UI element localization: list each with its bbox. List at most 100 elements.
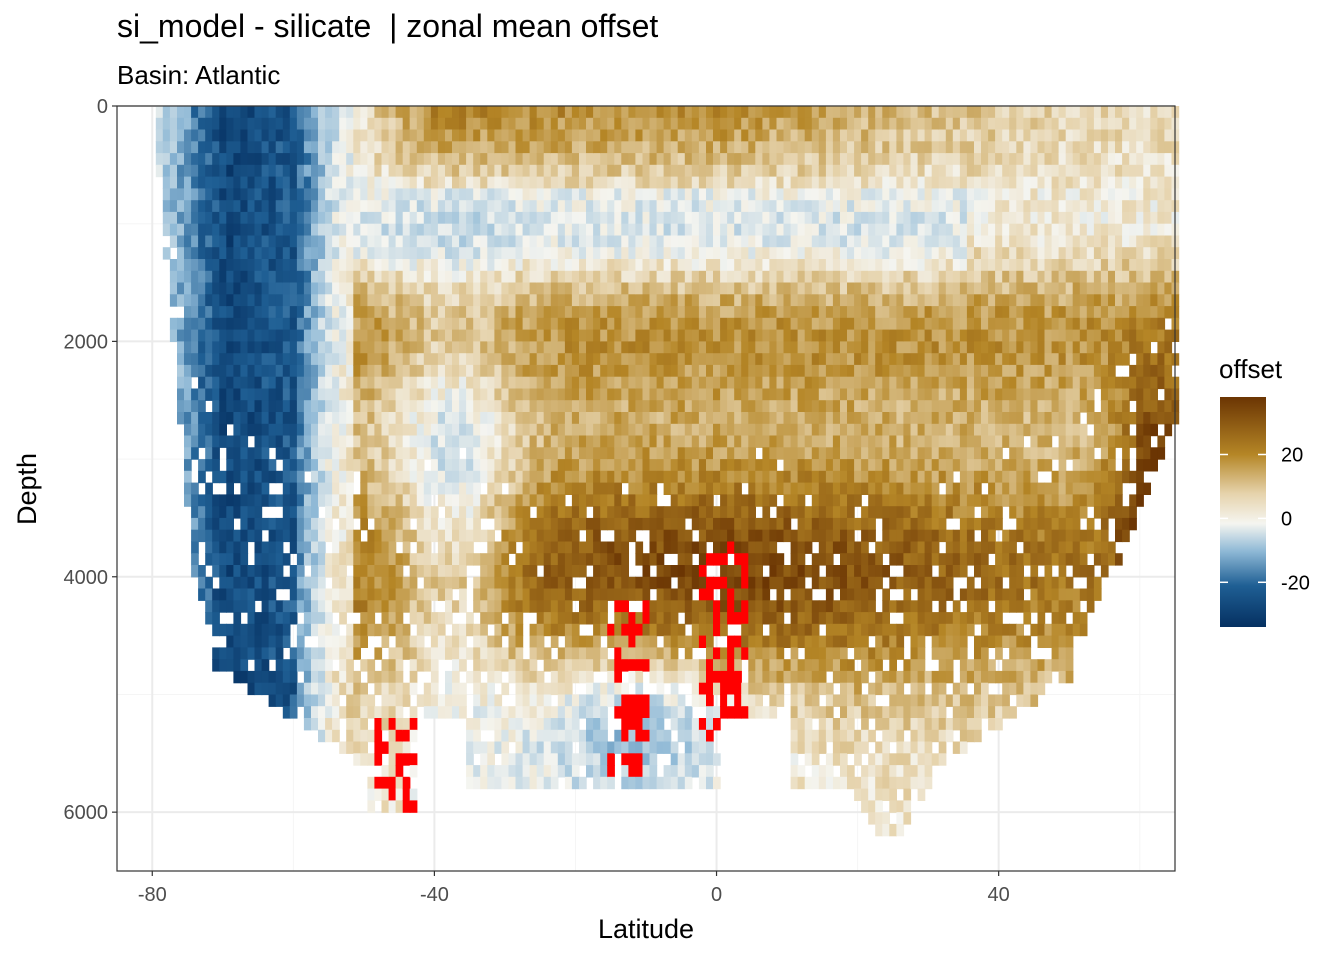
heatmap-cell [579, 517, 587, 531]
heatmap-cell [346, 176, 354, 189]
heatmap-cell [593, 541, 601, 554]
heatmap-cell [691, 153, 700, 166]
heatmap-cell [473, 270, 481, 284]
heatmap-cell [536, 612, 545, 625]
heatmap-cell [198, 576, 206, 590]
heatmap-cell [254, 659, 263, 672]
heatmap-cell [374, 647, 383, 660]
heatmap-cell [212, 153, 220, 166]
heatmap-cell [818, 529, 827, 543]
heatmap-cell [720, 576, 728, 590]
heatmap-cell [804, 153, 813, 166]
heatmap-cell [240, 153, 249, 166]
heatmap-cell [790, 647, 799, 660]
heatmap-cell [402, 353, 411, 366]
heatmap-cell [628, 659, 637, 672]
heatmap-cell [755, 623, 763, 637]
heatmap-cell [508, 153, 517, 166]
heatmap-cell [706, 423, 714, 437]
heatmap-cell [275, 282, 284, 295]
heatmap-cell [311, 188, 319, 201]
heatmap-cell [191, 435, 199, 448]
heatmap-cell [825, 635, 834, 648]
heatmap-cell [748, 412, 756, 425]
heatmap-cell [607, 741, 615, 754]
heatmap-cell [550, 753, 559, 766]
heatmap-cell [727, 129, 735, 142]
heatmap-cell [698, 659, 707, 672]
heatmap-cell [282, 670, 291, 684]
heatmap-cell [169, 176, 178, 189]
heatmap-cell [642, 282, 651, 295]
heatmap-cell [600, 376, 608, 390]
heatmap-cell [656, 623, 665, 637]
heatmap-cell [741, 470, 749, 484]
heatmap-cell [847, 176, 855, 189]
heatmap-cell [607, 388, 615, 401]
heatmap-cell [466, 376, 474, 390]
heatmap-cell [755, 647, 763, 660]
heatmap-cell [219, 506, 227, 519]
heatmap-cell [360, 329, 368, 342]
heatmap-cell [289, 576, 298, 590]
heatmap-cell [487, 459, 495, 472]
heatmap-cell [769, 388, 778, 401]
heatmap-cell [677, 623, 686, 637]
heatmap-cell [205, 353, 213, 366]
heatmap-cell [226, 470, 234, 484]
heatmap-cell [275, 400, 284, 413]
heatmap-cell [529, 529, 538, 543]
heatmap-cell [670, 470, 679, 484]
heatmap-cell [720, 400, 728, 413]
heatmap-cell [656, 200, 665, 213]
heatmap-cell [522, 553, 531, 566]
heatmap-cell [466, 200, 474, 213]
heatmap-cell [508, 306, 517, 319]
heatmap-cell [769, 141, 778, 154]
heatmap-cell [346, 670, 354, 684]
heatmap-cell [755, 612, 763, 625]
heatmap-cell [557, 506, 566, 519]
heatmap-cell [543, 470, 552, 484]
heatmap-cell [466, 329, 474, 342]
heatmap-cell [303, 482, 312, 495]
heatmap-cell [847, 282, 855, 295]
heatmap-cell [261, 553, 270, 566]
heatmap-cell [621, 211, 629, 225]
heatmap-cell [212, 553, 220, 566]
heatmap-cell [508, 329, 517, 342]
heatmap-cell [720, 176, 728, 189]
heatmap-cell [303, 223, 312, 237]
heatmap-cell [783, 447, 792, 460]
heatmap-cell [564, 364, 573, 378]
heatmap-cell [198, 529, 206, 543]
heatmap-cell [303, 353, 312, 366]
heatmap-cell [818, 459, 827, 472]
heatmap-cell [205, 388, 213, 401]
heatmap-cell [741, 188, 749, 201]
heatmap-cell [579, 329, 587, 342]
heatmap-cell [579, 259, 587, 272]
heatmap-cell [550, 706, 559, 719]
heatmap-cell [677, 141, 686, 154]
heatmap-cell [656, 459, 665, 472]
heatmap-cell [177, 129, 185, 142]
heatmap-cell [155, 153, 164, 166]
heatmap-cell [184, 494, 192, 507]
heatmap-cell [557, 423, 566, 437]
heatmap-cell [452, 153, 460, 166]
heatmap-cell [776, 670, 785, 684]
heatmap-cell [198, 294, 206, 307]
heatmap-cell [755, 659, 763, 672]
heatmap-cell [579, 400, 587, 413]
heatmap-cell [381, 553, 390, 566]
heatmap-cell [818, 247, 827, 260]
heatmap-cell [713, 129, 721, 142]
heatmap-cell [593, 576, 601, 590]
heatmap-cell [381, 765, 390, 778]
heatmap-cell [607, 164, 615, 178]
heatmap-cell [473, 223, 481, 237]
heatmap-cell [670, 435, 679, 448]
heatmap-cell [564, 223, 573, 237]
heatmap-cell [515, 470, 524, 484]
